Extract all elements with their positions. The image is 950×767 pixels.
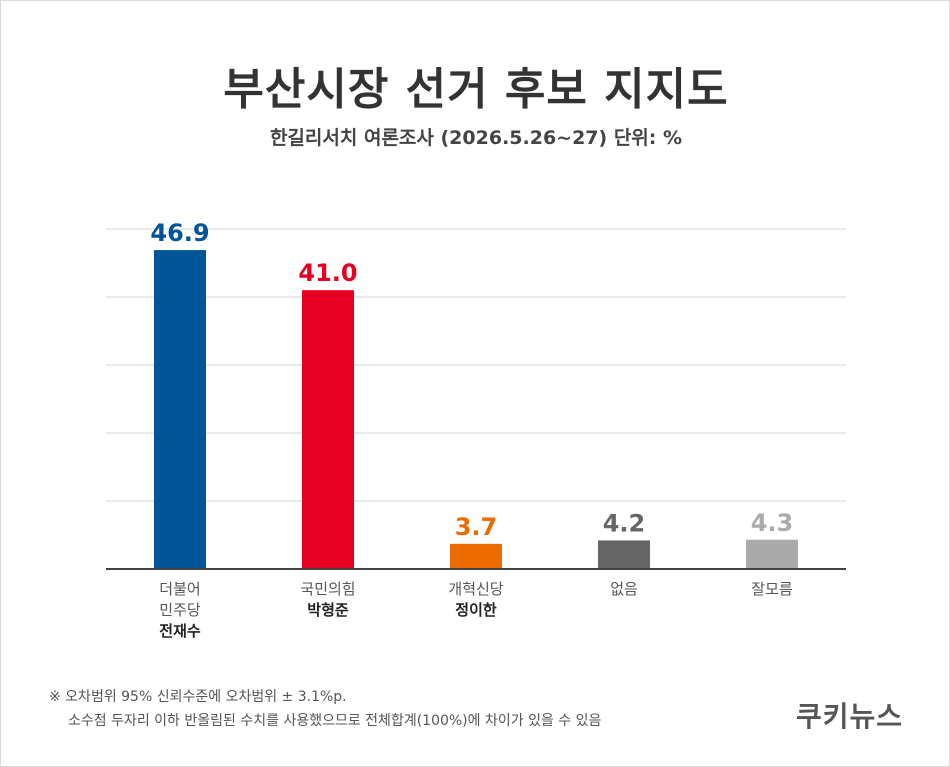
chart-subtitle: 한길리서치 여론조사 (2026.5.26~27) 단위: %: [269, 127, 683, 149]
value-label-3: 3.7: [455, 513, 498, 541]
category-label-2-2: 박형준: [307, 601, 349, 619]
category-label-3-1: 개혁신당: [448, 580, 503, 598]
value-label-5: 4.3: [751, 509, 794, 537]
chart-title: 부산시장 선거 후보 지지도: [223, 64, 729, 115]
footnote-line-2: 소수점 두자리 이하 반올림된 수치를 사용했으므로 전체합계(100%)에 차…: [68, 713, 602, 729]
bar-3: [450, 543, 502, 569]
value-label-4: 4.2: [603, 509, 646, 537]
bar-1: [154, 250, 206, 569]
category-label-1-2: 민주당: [159, 601, 201, 619]
value-label-2: 41.0: [298, 259, 357, 287]
value-label-1: 46.9: [150, 219, 209, 247]
bar-2: [302, 290, 354, 569]
footnote-line-1: ※ 오차범위 95% 신뢰수준에 오차범위 ± 3.1%p.: [49, 689, 347, 705]
bar-5: [746, 539, 798, 569]
category-label-2-1: 국민의힘: [300, 580, 355, 598]
footnote: ※ 오차범위 95% 신뢰수준에 오차범위 ± 3.1%p. 소수점 두자리 이…: [49, 685, 601, 733]
category-label-5-1: 잘모름: [751, 580, 793, 598]
bar-4: [598, 540, 650, 569]
category-label-3-2: 정이한: [455, 601, 497, 619]
category-label-1-1: 더불어: [159, 580, 200, 598]
brand-logo: 쿠키뉴스: [795, 700, 903, 733]
category-label-1-3: 전재수: [159, 622, 201, 640]
category-label-4-1: 없음: [610, 580, 638, 598]
